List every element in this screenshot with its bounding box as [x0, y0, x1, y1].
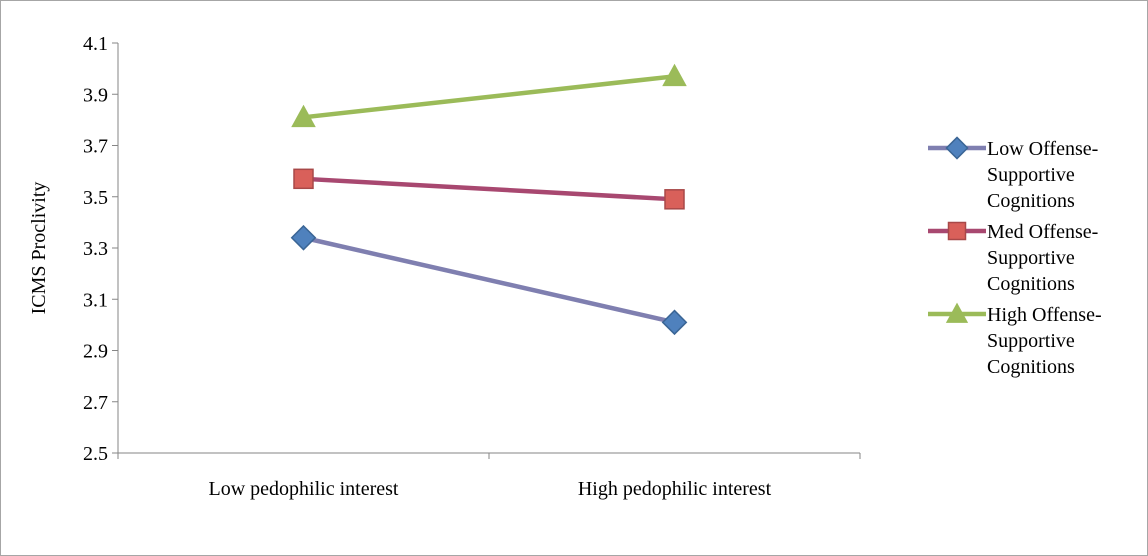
y-axis: 2.5 2.7 2.9 3.1 3.3 3.5 3.7 3.9 4.1	[83, 33, 119, 465]
data-point-diamond	[661, 309, 688, 336]
data-point-square	[293, 168, 314, 190]
legend-label-line: Supportive	[987, 164, 1075, 186]
legend-label: Low Offense- Supportive Cognitions	[987, 138, 1098, 212]
y-tick-label: 2.7	[83, 392, 108, 414]
series-line	[303, 176, 675, 202]
legend-marker-diamond	[945, 136, 969, 160]
series-layer	[290, 63, 688, 336]
series-line	[303, 74, 675, 120]
legend-label-line: Supportive	[987, 247, 1075, 269]
series-3	[291, 63, 687, 128]
legend-label-line: Cognitions	[987, 190, 1075, 212]
legend-label: Med Offense- Supportive Cognitions	[987, 221, 1098, 295]
legend-entry-3: High Offense- Supportive Cognitions	[928, 302, 1102, 378]
data-point-triangle	[662, 63, 687, 87]
data-point-square	[664, 189, 685, 210]
y-tick-label: 3.3	[83, 238, 108, 260]
x-tick-label: Low pedophilic interest	[209, 478, 399, 500]
legend-label: High Offense- Supportive Cognitions	[987, 304, 1102, 378]
legend-marker-triangle	[945, 302, 969, 323]
legend-entry-1: Low Offense- Supportive Cognitions	[928, 136, 1098, 212]
y-tick-label: 2.5	[83, 443, 108, 465]
legend-label-line: Cognitions	[987, 273, 1075, 295]
data-point-triangle	[291, 104, 316, 128]
y-tick-label: 3.5	[83, 187, 108, 209]
y-tick-label: 3.1	[83, 289, 108, 311]
y-axis-label: ICMS Proclivity	[28, 182, 50, 315]
x-axis: Low pedophilic interest High pedophilic i…	[117, 452, 861, 500]
series-2	[293, 168, 685, 210]
data-point-diamond	[290, 224, 317, 251]
legend-entry-2: Med Offense- Supportive Cognitions	[928, 221, 1098, 295]
legend-label-line: Supportive	[987, 330, 1075, 352]
y-tick-label: 3.9	[83, 84, 108, 106]
x-tick-label: High pedophilic interest	[578, 478, 772, 500]
legend-label-line: Med Offense-	[987, 221, 1098, 243]
legend-label-line: Cognitions	[987, 356, 1075, 378]
legend-label-line: Low Offense-	[987, 138, 1098, 160]
series-line	[302, 235, 676, 325]
series-1	[290, 224, 688, 336]
legend-label-line: High Offense-	[987, 304, 1102, 326]
y-tick-label: 4.1	[83, 33, 108, 55]
y-tick-label: 3.7	[83, 136, 108, 158]
legend-marker-square	[947, 221, 967, 241]
y-tick-label: 2.9	[83, 341, 108, 363]
